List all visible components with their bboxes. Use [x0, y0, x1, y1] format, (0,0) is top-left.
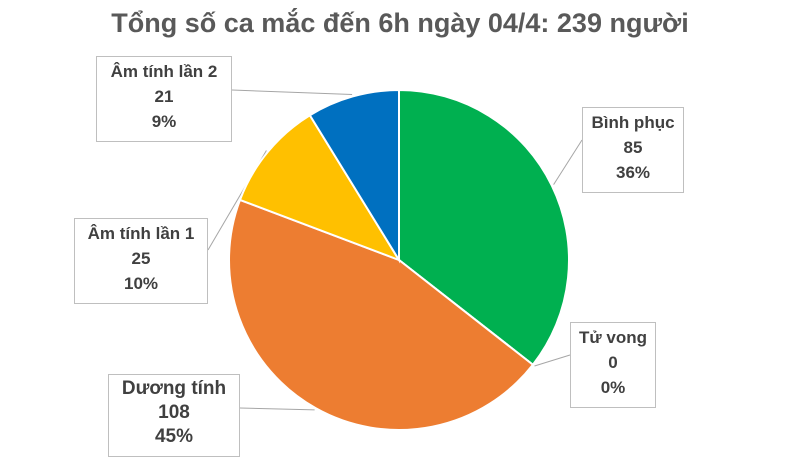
- data-label-percent: 45%: [154, 426, 194, 447]
- data-label-percent: 0%: [600, 378, 626, 397]
- data-label-name: Âm tính lần 2: [110, 62, 218, 81]
- chart-title: Tổng số ca mắc đến 6h ngày 04/4: 239 ngư…: [111, 8, 689, 38]
- data-label-value: 108: [158, 402, 190, 423]
- leader-line: [231, 89, 353, 95]
- leader-line: [239, 407, 315, 411]
- pie-slice-âm-tính-lần-2: [308, 88, 400, 264]
- data-label-value: 85: [623, 138, 643, 157]
- leader-line: [553, 139, 583, 185]
- data-label-name: Tử vong: [578, 328, 648, 347]
- data-label-percent: 36%: [615, 163, 651, 182]
- data-label-binh-phuc: Bình phục 85 36%: [582, 107, 684, 193]
- data-label-value: 0: [608, 353, 618, 372]
- data-label-name: Bình phục: [591, 113, 675, 132]
- data-label-percent: 9%: [151, 112, 177, 131]
- data-label-name: Âm tính lần 1: [87, 224, 195, 243]
- data-label-am-tinh-lan-2: Âm tính lần 2 21 9%: [96, 56, 232, 142]
- data-label-value: 25: [131, 249, 151, 268]
- leader-line: [534, 354, 571, 367]
- pie-slice-bình-phục: [398, 88, 570, 367]
- data-label-tu-vong: Tử vong 0 0%: [570, 322, 656, 408]
- data-label-value: 21: [154, 87, 174, 106]
- pie-slice-dương-tính: [228, 198, 535, 431]
- data-label-percent: 10%: [123, 274, 159, 293]
- data-label-duong-tinh: Dương tính 108 45%: [108, 374, 240, 457]
- data-label-am-tinh-lan-1: Âm tính lần 1 25 10%: [74, 218, 208, 304]
- data-label-name: Dương tính: [121, 378, 227, 399]
- pie-slice-âm-tính-lần-1: [238, 113, 402, 262]
